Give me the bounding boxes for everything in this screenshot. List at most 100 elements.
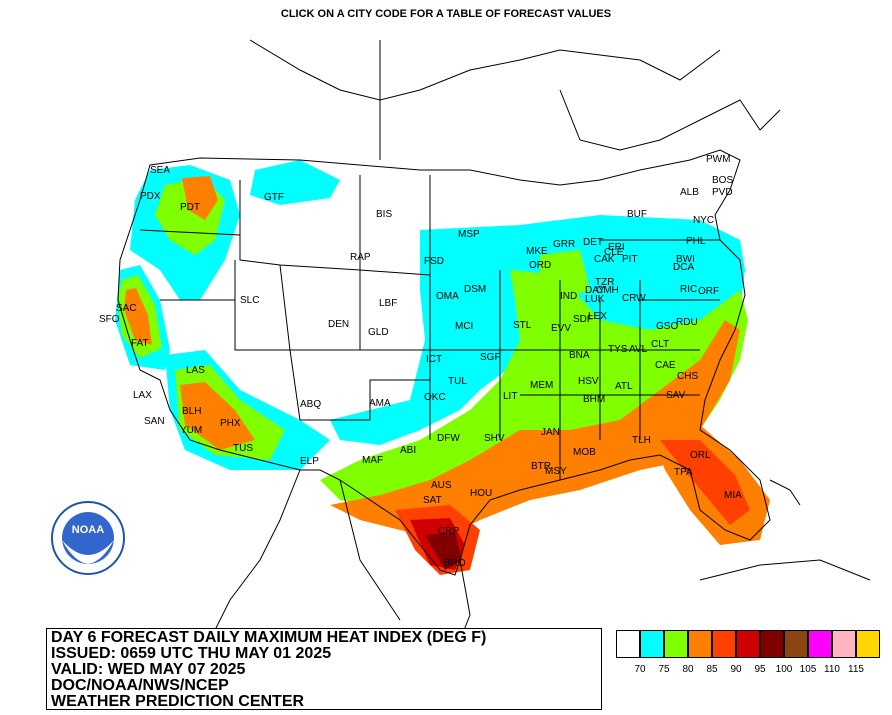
- city-CRP[interactable]: CRP: [438, 526, 459, 537]
- city-EVV[interactable]: EVV: [551, 323, 571, 334]
- city-NYC[interactable]: NYC: [693, 215, 714, 226]
- city-MOB[interactable]: MOB: [573, 447, 596, 458]
- city-BNA[interactable]: BNA: [569, 350, 590, 361]
- city-YUM[interactable]: YUM: [180, 425, 202, 436]
- city-SAT[interactable]: SAT: [423, 495, 442, 506]
- legend-label: 80: [682, 664, 694, 675]
- city-LAS[interactable]: LAS: [186, 365, 205, 376]
- city-FSD[interactable]: FSD: [424, 256, 444, 267]
- city-HSV[interactable]: HSV: [578, 376, 599, 387]
- city-ATL[interactable]: ATL: [615, 381, 633, 392]
- city-MCI[interactable]: MCI: [455, 321, 473, 332]
- city-PDT[interactable]: PDT: [180, 202, 200, 213]
- city-GRR[interactable]: GRR: [553, 239, 575, 250]
- city-ORL[interactable]: ORL: [690, 450, 711, 461]
- city-ERI[interactable]: ERI: [608, 242, 625, 253]
- city-DAY[interactable]: DAY: [585, 285, 605, 296]
- city-DSM[interactable]: DSM: [464, 284, 486, 295]
- noaa-logo: NOAA: [50, 500, 126, 576]
- city-SDF[interactable]: SDF: [573, 314, 593, 325]
- city-DET[interactable]: DET: [583, 237, 603, 248]
- heat-index-fills: [115, 160, 770, 575]
- city-MSY[interactable]: MSY: [545, 466, 567, 477]
- issued-time: ISSUED: 0659 UTC THU MAY 01 2025: [51, 645, 332, 662]
- city-JAN[interactable]: JAN: [541, 427, 560, 438]
- city-BUF[interactable]: BUF: [627, 209, 647, 220]
- city-GTF[interactable]: GTF: [264, 192, 284, 203]
- city-CAE[interactable]: CAE: [655, 360, 676, 371]
- city-PVD[interactable]: PVD: [712, 187, 733, 198]
- city-PWM[interactable]: PWM: [706, 154, 730, 165]
- city-SAN[interactable]: SAN: [144, 416, 165, 427]
- city-LBF[interactable]: LBF: [379, 298, 397, 309]
- city-TYS[interactable]: TYS: [608, 344, 628, 355]
- city-RAP[interactable]: RAP: [350, 252, 371, 263]
- city-MIA[interactable]: MIA: [724, 490, 742, 501]
- city-ICT[interactable]: ICT: [426, 354, 442, 365]
- city-codes[interactable]: SEA PDX PDT GTF BIS MSP RAP FSD SAC SFO …: [99, 154, 742, 569]
- city-ALB[interactable]: ALB: [680, 187, 699, 198]
- legend-label: 115: [848, 664, 864, 675]
- city-LAX[interactable]: LAX: [133, 390, 152, 401]
- city-ELP[interactable]: ELP: [300, 456, 319, 467]
- city-DCA[interactable]: DCA: [673, 262, 694, 273]
- city-PHL[interactable]: PHL: [686, 236, 706, 247]
- city-SGF[interactable]: SGF: [480, 352, 501, 363]
- city-OKC[interactable]: OKC: [424, 392, 446, 403]
- city-BTR[interactable]: BTR: [531, 461, 551, 472]
- city-CAK[interactable]: CAK: [594, 254, 615, 265]
- city-AUS[interactable]: AUS: [431, 480, 452, 491]
- city-CRW[interactable]: CRW: [622, 293, 646, 304]
- city-SAV[interactable]: SAV: [666, 390, 686, 401]
- city-BRO[interactable]: BRO: [444, 558, 466, 569]
- city-LEX[interactable]: LEX: [588, 311, 607, 322]
- city-TZR[interactable]: TZR: [595, 277, 614, 288]
- city-CMH[interactable]: CMH: [596, 285, 619, 296]
- city-SEA[interactable]: SEA: [150, 165, 170, 176]
- city-SAC[interactable]: SAC: [116, 303, 137, 314]
- city-BWI[interactable]: BWI: [676, 254, 695, 265]
- city-GLD[interactable]: GLD: [368, 327, 389, 338]
- city-TUS[interactable]: TUS: [233, 443, 253, 454]
- city-ABQ[interactable]: ABQ: [300, 399, 321, 410]
- city-MAF[interactable]: MAF: [362, 455, 383, 466]
- city-ABI[interactable]: ABI: [400, 445, 416, 456]
- city-BOS[interactable]: BOS: [712, 175, 733, 186]
- city-IND[interactable]: IND: [560, 291, 577, 302]
- city-ORD[interactable]: ORD: [529, 260, 551, 271]
- city-GSO[interactable]: GSO: [656, 321, 678, 332]
- city-HOU[interactable]: HOU: [470, 488, 492, 499]
- city-LUK[interactable]: LUK: [585, 294, 605, 305]
- city-CHS[interactable]: CHS: [677, 371, 698, 382]
- city-MKE[interactable]: MKE: [526, 246, 548, 257]
- city-TPA[interactable]: TPA: [674, 467, 693, 478]
- city-CLE[interactable]: CLE: [604, 247, 624, 258]
- city-OMA[interactable]: OMA: [436, 291, 459, 302]
- city-SFO[interactable]: SFO: [99, 314, 120, 325]
- city-BIS[interactable]: BIS: [376, 209, 392, 220]
- city-BHM[interactable]: BHM: [583, 394, 605, 405]
- city-TLH[interactable]: TLH: [632, 435, 651, 446]
- city-TUL[interactable]: TUL: [448, 376, 467, 387]
- city-AMA[interactable]: AMA: [369, 398, 391, 409]
- city-PHX[interactable]: PHX: [220, 418, 241, 429]
- city-BLH[interactable]: BLH: [182, 406, 201, 417]
- city-DFW[interactable]: DFW: [437, 433, 460, 444]
- legend-swatch: [640, 630, 664, 658]
- city-DEN[interactable]: DEN: [328, 319, 349, 330]
- city-MEM[interactable]: MEM: [530, 380, 553, 391]
- city-SLC[interactable]: SLC: [240, 295, 259, 306]
- city-RDU[interactable]: RDU: [676, 317, 698, 328]
- legend-label: 100: [775, 664, 793, 675]
- city-STL[interactable]: STL: [513, 320, 532, 331]
- city-RIC[interactable]: RIC: [680, 284, 697, 295]
- city-AVL[interactable]: AVL: [629, 344, 648, 355]
- city-PIT[interactable]: PIT: [622, 254, 638, 265]
- city-PDX[interactable]: PDX: [140, 191, 161, 202]
- city-CLT[interactable]: CLT: [651, 339, 669, 350]
- city-ORF[interactable]: ORF: [698, 286, 719, 297]
- city-LIT[interactable]: LIT: [503, 391, 517, 402]
- city-MSP[interactable]: MSP: [458, 229, 480, 240]
- city-SHV[interactable]: SHV: [484, 433, 505, 444]
- city-FAT[interactable]: FAT: [131, 338, 149, 349]
